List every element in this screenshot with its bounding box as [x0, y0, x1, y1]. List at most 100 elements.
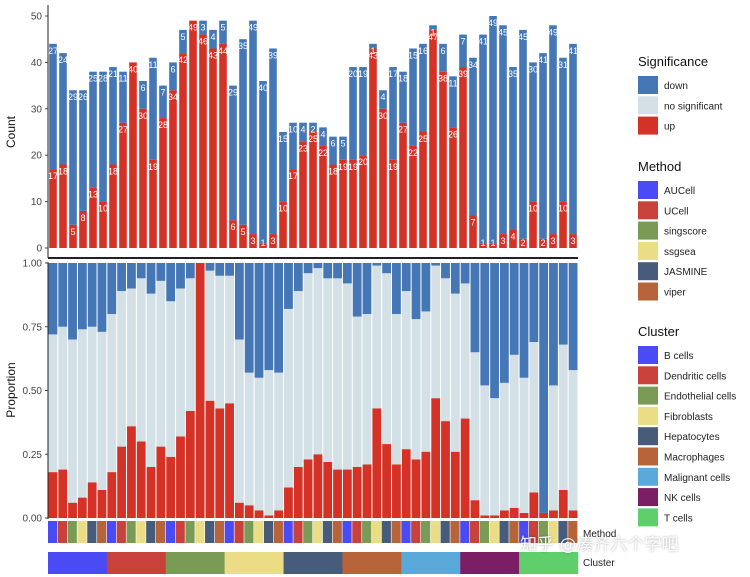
proportion-bar-up [176, 436, 185, 518]
count-label-down: 11 [118, 74, 127, 84]
cluster-legend-label: Fibroblasts [664, 412, 713, 423]
count-label-up: 25 [418, 134, 428, 144]
count-label-down: 41 [568, 46, 578, 56]
proportion-bar-no-significant [352, 316, 362, 467]
proportion-bar-down [136, 263, 146, 279]
proportion-bar-up [303, 459, 313, 518]
proportion-bar-up [558, 489, 568, 518]
count-bar-down [359, 67, 367, 156]
proportion-bar-down [127, 263, 136, 289]
proportion-bar-up [48, 472, 58, 518]
count-bar-down [179, 29, 187, 54]
count-label-down: 4 [210, 32, 215, 42]
count-bar-down [239, 39, 247, 225]
proportion-bar-up [539, 512, 549, 518]
count-label-up: 5 [70, 227, 75, 237]
count-label-up: 3 [550, 236, 555, 246]
count-bar-down [149, 57, 157, 160]
count-label-down: 1 [430, 27, 435, 37]
method-track-cell [106, 521, 117, 543]
count-label-up: 3 [270, 236, 275, 246]
count-label-up: 3 [500, 236, 505, 246]
cluster-legend-label: T cells [664, 513, 693, 524]
proportion-bar-up [342, 469, 352, 518]
proportion-bar-no-significant [441, 278, 450, 422]
proportion-bar-down [48, 263, 58, 335]
cluster-legend-label: B cells [664, 351, 693, 362]
count-label-up: 3 [570, 236, 575, 246]
count-label-up: 19 [388, 162, 398, 172]
count-label-up: 25 [308, 134, 318, 144]
method-track-cell [263, 521, 274, 543]
method-legend-label: AUCell [664, 186, 695, 197]
count-label-up: 10 [98, 204, 108, 214]
proportion-bar-no-significant [313, 268, 323, 455]
cluster-legend-swatch [638, 488, 658, 507]
cluster-legend-swatch [638, 508, 658, 527]
proportion-bar-down [284, 263, 293, 309]
significance-legend-label: no significant [664, 101, 723, 112]
method-track-cell [460, 521, 470, 543]
significance-legend-label: up [664, 122, 676, 133]
method-track-cell [420, 521, 431, 543]
proportion-bar-no-significant [244, 372, 254, 506]
cluster-legend-label: NK cells [664, 493, 701, 504]
proportion-bar-no-significant [254, 377, 264, 511]
count-bar-down [289, 122, 297, 170]
count-bar-down [209, 29, 217, 49]
count-bar-down [389, 67, 397, 160]
cluster-track-cell [224, 552, 284, 574]
proportion-bar-up [529, 492, 539, 518]
cluster-legend-label: Macrophages [664, 453, 725, 464]
count-bar-up [499, 234, 507, 248]
method-track-cell [450, 521, 460, 543]
cluster-track-cell [401, 552, 461, 574]
proportion-bar-up [225, 403, 234, 518]
proportion-bar-no-significant [176, 288, 185, 437]
proportion-bar-no-significant [274, 372, 284, 511]
proportion-bar-down [450, 263, 460, 294]
count-label-down: 28 [98, 74, 108, 84]
count-bar-up [319, 145, 327, 248]
proportion-bar-down [176, 263, 185, 289]
proportion-bar-up [127, 426, 136, 518]
method-track-cell [175, 521, 185, 543]
proportion-bar-up [87, 482, 97, 518]
cluster-legend-label: Dendritic cells [664, 371, 726, 382]
proportion-bar-no-significant [225, 275, 234, 404]
proportion-bar-up [107, 472, 117, 518]
method-track-label: Method [583, 529, 616, 540]
count-bar-down [269, 48, 277, 235]
count-label-down: 7 [460, 37, 465, 47]
count-bar-up [109, 164, 117, 248]
count-label-up: 19 [148, 162, 158, 172]
count-label-up: 47 [428, 32, 438, 42]
proportion-bar-up [460, 418, 470, 518]
count-bar-down [569, 43, 577, 235]
proportion-bar-down [441, 263, 450, 279]
count-label-down: 27 [48, 46, 58, 56]
method-track-cell [470, 521, 480, 543]
proportion-bar-down [490, 263, 499, 399]
method-legend-label: ssgsea [664, 247, 696, 258]
method-track-cell [293, 521, 303, 543]
proportion-bar-up [421, 451, 431, 518]
method-track-cell [411, 521, 421, 543]
method-track-cell [391, 521, 401, 543]
proportion-y-tick-label: 1.00 [23, 259, 43, 270]
method-track-cell [254, 521, 264, 543]
count-label-down: 1 [370, 46, 375, 56]
proportion-bar-down [303, 263, 313, 274]
method-track-cell [165, 521, 175, 543]
count-bar-down [509, 67, 517, 230]
count-label-down: 34 [468, 60, 478, 70]
significance-legend-title: Significance [638, 54, 708, 69]
proportion-bar-up [490, 515, 499, 518]
method-track-cell [244, 521, 254, 543]
count-label-down: 21 [108, 69, 118, 79]
proportion-bar-down [549, 263, 558, 386]
proportion-bar-no-significant [529, 342, 539, 493]
count-bar-down [299, 122, 307, 142]
count-y-axis-title: Count [4, 115, 18, 148]
count-label-down: 35 [508, 69, 518, 79]
